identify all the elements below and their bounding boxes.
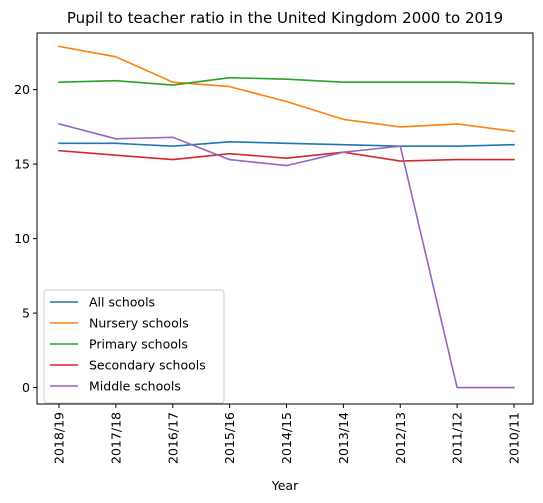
legend-label: Middle schools (89, 379, 181, 394)
series-group (58, 45, 515, 389)
y-tick-label: 20 (14, 82, 30, 97)
y-tick-label: 0 (22, 380, 30, 395)
y-tick-label: 15 (14, 157, 30, 172)
y-axis: 0 5 10 15 20 (14, 82, 37, 395)
x-tick-label: 2010/11 (507, 412, 522, 464)
series-line-secondary-schools (58, 149, 515, 162)
x-axis: 2018/19 2017/18 2016/17 2015/16 2014/15 2013/… (52, 404, 522, 464)
series-line-primary-schools (58, 76, 515, 86)
x-tick-label: 2016/17 (165, 412, 180, 464)
legend-label: All schools (89, 295, 155, 310)
legend-label: Nursery schools (89, 316, 189, 331)
legend: All schools Nursery schools Primary school… (43, 289, 225, 404)
x-tick-label: 2011/12 (450, 412, 465, 464)
x-tick-label: 2012/13 (393, 412, 408, 464)
series-line-middle-schools (58, 122, 515, 389)
y-tick-label: 5 (22, 306, 30, 321)
x-tick-label: 2014/15 (279, 412, 294, 464)
x-tick-label: 2017/18 (108, 412, 123, 464)
plot-frame (36, 32, 534, 405)
x-axis-title: Year (271, 478, 299, 493)
x-tick-label: 2015/16 (222, 412, 237, 464)
legend-label: Secondary schools (89, 358, 206, 373)
x-tick-label: 2013/14 (336, 412, 351, 464)
legend-label: Primary schools (89, 337, 188, 352)
chart-title: Pupil to teacher ratio in the United Kin… (67, 9, 503, 27)
legend-box (43, 289, 225, 404)
plot-area (36, 32, 534, 405)
series-line-nursery-schools (58, 45, 515, 133)
series-line-all-schools (58, 141, 515, 147)
x-tick-label: 2018/19 (52, 412, 67, 464)
y-tick-label: 10 (14, 231, 30, 246)
